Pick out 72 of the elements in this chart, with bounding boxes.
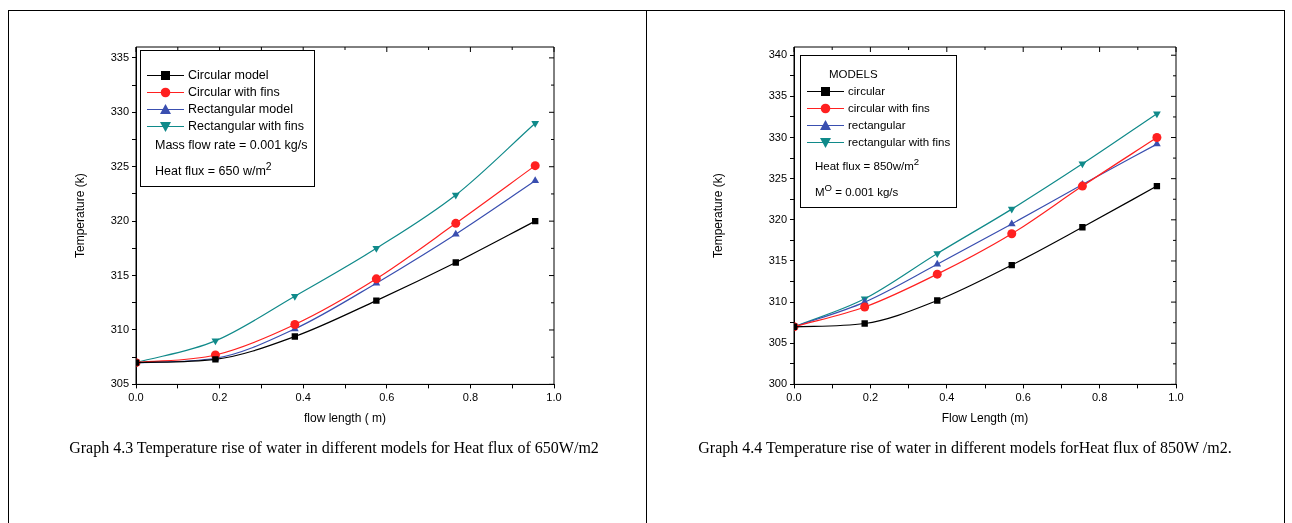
y-tick-label: 300 [768,377,787,390]
y-tick-label: 325 [110,159,129,172]
x-tick-label: 0.6 [379,391,395,404]
x-tick-label: 1.0 [546,391,562,404]
annotation: M$^{O}$ = 0.001 kg/s [814,180,900,200]
y-tick-label: 335 [110,50,129,63]
x-tick-label: 1.0 [1168,391,1184,404]
y-tick-label: 335 [768,89,787,102]
x-tick-label: 0.2 [211,391,228,404]
y-tick-label: 330 [110,105,129,118]
point [1077,181,1087,191]
x-tick-label: 0.8 [1091,391,1108,404]
point [531,176,540,184]
y-tick-label: 340 [768,48,787,61]
y-tick-label: 330 [768,130,787,143]
legend-label: circular [848,84,886,99]
legend-label: Rectangular model [188,101,293,118]
legend-label: rectangular with fins [848,135,951,150]
x-tick-label: 0.4 [939,391,955,404]
y-tick-label: 305 [768,336,787,349]
x-tick-label: 0.2 [862,391,879,404]
point [373,297,380,304]
y-tick-label: 325 [768,171,787,184]
point [291,333,299,340]
point [451,192,460,200]
y-tick-label: 305 [110,377,129,390]
point [531,120,540,128]
annotation: Heat flux = 650 w/m$^{2}$ [154,160,273,181]
legend-label: Rectangular with fins [188,118,305,135]
point [933,251,942,259]
point [932,269,942,279]
legend-label: Circular with fins [188,84,280,101]
point [934,297,941,304]
legend-label: circular with fins [848,101,930,116]
x-tick-label: 0.0 [786,391,802,404]
point [1152,133,1162,143]
x-tick-label: 0.6 [1015,391,1031,404]
caption: Graph 4.3 Temperature rise of water in different models for Heat flux of 650W/m2 [69,438,599,458]
y-tick-label: 320 [768,212,787,225]
point [452,259,459,266]
point [290,293,299,301]
y-tick-label: 315 [768,253,787,266]
point [1007,206,1016,214]
annotation: Heat flux = 850w/m$^{2}$ [814,155,921,174]
y-tick-label: 310 [110,323,129,336]
y-tick-label: 310 [768,295,787,308]
point [290,320,300,330]
y-axis-title: Temperature (k) [72,173,87,259]
legend-label: Circular model [188,67,269,84]
y-tick-label: 315 [110,268,129,281]
legend-label: rectangular [848,118,906,133]
point [1007,229,1017,239]
caption: Graph 4.4 Temperature rise of water in different models forHeat flux of 850W /m2. [697,438,1233,458]
y-tick-label: 320 [110,214,129,227]
x-axis-title: Flow Length (m) [941,411,1029,426]
point [1007,219,1016,227]
point [861,320,868,327]
point [371,274,381,284]
point [1079,224,1086,231]
y-axis-title: Temperature (k) [710,173,725,259]
point [933,259,942,267]
point [372,246,381,253]
point [451,218,461,228]
x-tick-label: 0.8 [462,391,479,404]
point [1153,111,1161,119]
point [860,302,870,312]
legend-title: MODELS [828,67,879,82]
annotation: Mass flow rate = 0.001 kg/s [154,137,308,154]
x-tick-label: 0.4 [295,391,311,404]
x-tick-label: 0.0 [128,391,144,404]
point [530,161,540,171]
x-axis-title: flow length ( m) [303,411,387,426]
